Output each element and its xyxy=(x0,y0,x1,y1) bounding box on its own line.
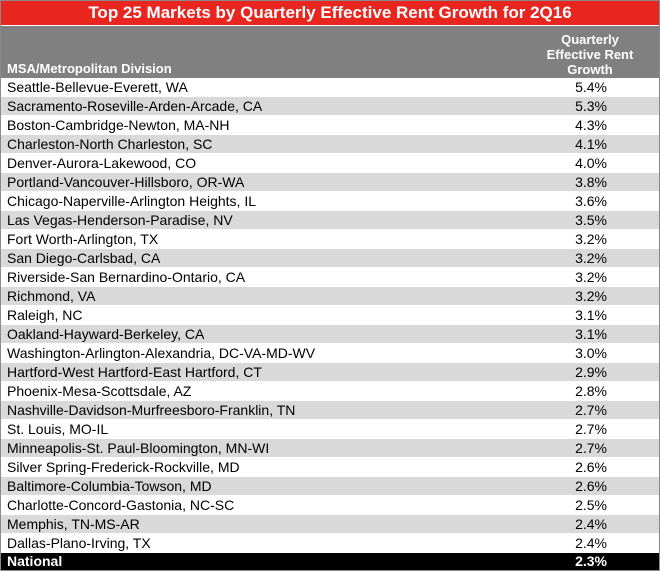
msa-cell: Las Vegas-Henderson-Paradise, NV xyxy=(7,212,233,228)
table-row: Oakland-Hayward-Berkeley, CA 3.1% xyxy=(1,325,659,344)
growth-cell: 2.5% xyxy=(575,497,607,513)
msa-cell: Charleston-North Charleston, SC xyxy=(7,136,213,152)
table-title: Top 25 Markets by Quarterly Effective Re… xyxy=(1,1,659,26)
growth-cell: 4.1% xyxy=(575,136,607,152)
table-row: Minneapolis-St. Paul-Bloomington, MN-WI 2… xyxy=(1,439,659,458)
table-row: Charlotte-Concord-Gastonia, NC-SC 2.5% xyxy=(1,496,659,515)
table-row: Boston-Cambridge-Newton, MA-NH 4.3% xyxy=(1,116,659,135)
growth-cell: 3.2% xyxy=(575,269,607,285)
growth-cell: 2.6% xyxy=(575,459,607,475)
header-growth: Quarterly Effective Rent Growth xyxy=(521,26,659,78)
msa-cell: Denver-Aurora-Lakewood, CO xyxy=(7,155,197,171)
growth-cell: 3.0% xyxy=(575,345,607,361)
national-row: National 2.3% xyxy=(1,553,659,570)
table-row: Silver Spring-Frederick-Rockville, MD 2.6… xyxy=(1,458,659,477)
growth-cell: 3.8% xyxy=(575,174,607,190)
growth-cell: 3.1% xyxy=(575,307,607,323)
growth-cell: 2.6% xyxy=(575,478,607,494)
table-row: Hartford-West Hartford-East Hartford, CT… xyxy=(1,363,659,382)
table-row: Phoenix-Mesa-Scottsdale, AZ 2.8% xyxy=(1,382,659,401)
table-row: Richmond, VA 3.2% xyxy=(1,287,659,306)
table-row: Baltimore-Columbia-Towson, MD 2.6% xyxy=(1,477,659,496)
table-row: St. Louis, MO-IL 2.7% xyxy=(1,420,659,439)
msa-cell: Washington-Arlington-Alexandria, DC-VA-M… xyxy=(7,345,316,361)
table-row: Nashville-Davidson-Murfreesboro-Franklin… xyxy=(1,401,659,420)
header-msa: MSA/Metropolitan Division xyxy=(7,61,172,76)
msa-cell: Charlotte-Concord-Gastonia, NC-SC xyxy=(7,497,235,513)
table-row: Charleston-North Charleston, SC 4.1% xyxy=(1,135,659,154)
growth-cell: 3.6% xyxy=(575,193,607,209)
msa-cell: San Diego-Carlsbad, CA xyxy=(7,250,161,266)
table-row: Riverside-San Bernardino-Ontario, CA 3.2% xyxy=(1,268,659,287)
growth-cell: 3.2% xyxy=(575,250,607,266)
table-row: Denver-Aurora-Lakewood, CO 4.0% xyxy=(1,154,659,173)
msa-cell: Sacramento-Roseville-Arden-Arcade, CA xyxy=(7,98,263,114)
msa-cell: Minneapolis-St. Paul-Bloomington, MN-WI xyxy=(7,440,270,456)
growth-cell: 2.7% xyxy=(575,421,607,437)
msa-cell: Oakland-Hayward-Berkeley, CA xyxy=(7,326,205,342)
msa-cell: Silver Spring-Frederick-Rockville, MD xyxy=(7,459,240,475)
msa-cell: Seattle-Bellevue-Everett, WA xyxy=(7,79,188,95)
growth-cell: 3.2% xyxy=(575,288,607,304)
growth-cell: 3.5% xyxy=(575,212,607,228)
msa-cell: Riverside-San Bernardino-Ontario, CA xyxy=(7,269,246,285)
growth-cell: 3.1% xyxy=(575,326,607,342)
table-row: Fort Worth-Arlington, TX 3.2% xyxy=(1,230,659,249)
table-row: Sacramento-Roseville-Arden-Arcade, CA 5.3… xyxy=(1,97,659,116)
growth-cell: 2.9% xyxy=(575,364,607,380)
msa-cell: Chicago-Naperville-Arlington Heights, IL xyxy=(7,193,257,209)
growth-cell: 2.8% xyxy=(575,383,607,399)
msa-cell: St. Louis, MO-IL xyxy=(7,421,109,437)
table-body: Seattle-Bellevue-Everett, WA 5.4% Sacramen… xyxy=(1,78,659,553)
national-growth: 2.3% xyxy=(575,553,607,569)
msa-cell: Phoenix-Mesa-Scottsdale, AZ xyxy=(7,383,192,399)
table-row: Dallas-Plano-Irving, TX 2.4% xyxy=(1,534,659,553)
table-row: Seattle-Bellevue-Everett, WA 5.4% xyxy=(1,78,659,97)
msa-cell: Richmond, VA xyxy=(7,288,96,304)
msa-cell: Boston-Cambridge-Newton, MA-NH xyxy=(7,117,230,133)
growth-cell: 5.4% xyxy=(575,79,607,95)
table-row: Portland-Vancouver-Hillsboro, OR-WA 3.8% xyxy=(1,173,659,192)
msa-cell: Nashville-Davidson-Murfreesboro-Franklin… xyxy=(7,402,296,418)
msa-cell: Dallas-Plano-Irving, TX xyxy=(7,535,151,551)
msa-cell: Hartford-West Hartford-East Hartford, CT xyxy=(7,364,262,380)
table-row: Memphis, TN-MS-AR 2.4% xyxy=(1,515,659,534)
msa-cell: Fort Worth-Arlington, TX xyxy=(7,231,159,247)
growth-cell: 4.3% xyxy=(575,117,607,133)
table-row: Las Vegas-Henderson-Paradise, NV 3.5% xyxy=(1,211,659,230)
header-growth-line2: Effective Rent xyxy=(546,47,634,62)
msa-cell: Memphis, TN-MS-AR xyxy=(7,516,140,532)
growth-cell: 3.2% xyxy=(575,231,607,247)
msa-cell: Portland-Vancouver-Hillsboro, OR-WA xyxy=(7,174,245,190)
growth-cell: 2.7% xyxy=(575,402,607,418)
growth-cell: 2.4% xyxy=(575,516,607,532)
msa-cell: Raleigh, NC xyxy=(7,307,83,323)
table-row: Raleigh, NC 3.1% xyxy=(1,306,659,325)
national-label: National xyxy=(7,553,63,569)
growth-cell: 5.3% xyxy=(575,98,607,114)
msa-cell: Baltimore-Columbia-Towson, MD xyxy=(7,478,212,494)
growth-cell: 4.0% xyxy=(575,155,607,171)
header-growth-line1: Quarterly xyxy=(561,32,619,47)
header-growth-line3: Growth xyxy=(567,62,613,77)
table-header: MSA/Metropolitan Division Quarterly Effe… xyxy=(1,26,659,78)
growth-cell: 2.4% xyxy=(575,535,607,551)
growth-cell: 2.7% xyxy=(575,440,607,456)
table-row: Washington-Arlington-Alexandria, DC-VA-M… xyxy=(1,344,659,363)
table-row: Chicago-Naperville-Arlington Heights, IL… xyxy=(1,192,659,211)
table-row: San Diego-Carlsbad, CA 3.2% xyxy=(1,249,659,268)
